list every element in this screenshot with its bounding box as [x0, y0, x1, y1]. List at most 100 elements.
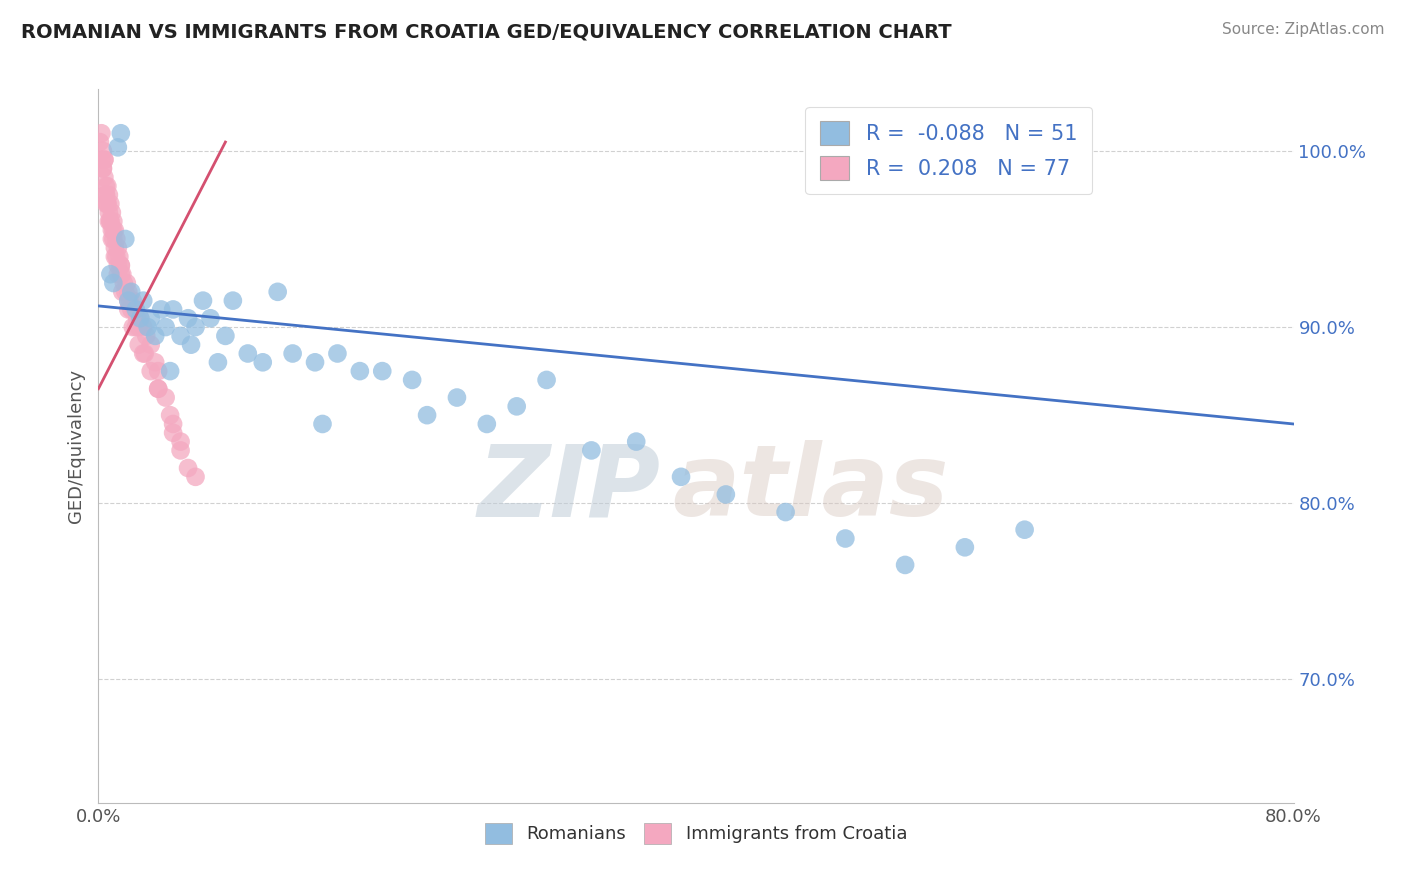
Point — [91, 144, 114, 158]
Point — [91, 161, 114, 176]
Point — [180, 337, 202, 351]
Point — [118, 293, 141, 308]
Point — [475, 417, 498, 431]
Point — [169, 434, 191, 449]
Point — [148, 382, 170, 396]
Point — [252, 355, 274, 369]
Point — [121, 293, 143, 308]
Point — [155, 391, 177, 405]
Point — [148, 364, 170, 378]
Point — [143, 329, 166, 343]
Point — [200, 311, 222, 326]
Point — [117, 285, 139, 299]
Point — [129, 311, 152, 326]
Point — [105, 232, 128, 246]
Point — [114, 232, 136, 246]
Point — [98, 267, 122, 281]
Point — [155, 320, 177, 334]
Point — [115, 276, 138, 290]
Point — [267, 285, 290, 299]
Point — [775, 505, 797, 519]
Point — [281, 346, 304, 360]
Point — [112, 276, 135, 290]
Point — [111, 285, 134, 299]
Point — [107, 267, 129, 281]
Point — [128, 320, 150, 334]
Point — [169, 443, 191, 458]
Point — [101, 223, 124, 237]
Point — [124, 302, 146, 317]
Point — [326, 346, 349, 360]
Point — [416, 408, 439, 422]
Point — [94, 188, 117, 202]
Point — [111, 267, 134, 281]
Point — [98, 196, 122, 211]
Point — [222, 293, 245, 308]
Point — [177, 461, 200, 475]
Point — [134, 346, 156, 360]
Point — [184, 470, 207, 484]
Point — [107, 140, 129, 154]
Point — [177, 311, 200, 326]
Point — [207, 355, 229, 369]
Point — [311, 417, 333, 431]
Point — [93, 153, 115, 167]
Point — [139, 364, 162, 378]
Point — [97, 205, 120, 219]
Point — [93, 153, 115, 167]
Point — [125, 302, 148, 317]
Point — [110, 126, 132, 140]
Point — [132, 320, 155, 334]
Point — [446, 391, 468, 405]
Point — [162, 417, 184, 431]
Point — [121, 320, 143, 334]
Point — [125, 320, 148, 334]
Point — [107, 259, 129, 273]
Point — [162, 302, 184, 317]
Point — [184, 320, 207, 334]
Point — [103, 223, 125, 237]
Point — [150, 302, 173, 317]
Point — [169, 329, 191, 343]
Point — [669, 470, 692, 484]
Point — [349, 364, 371, 378]
Point — [214, 329, 236, 343]
Point — [110, 259, 132, 273]
Point — [105, 250, 128, 264]
Point — [148, 382, 170, 396]
Point — [626, 434, 648, 449]
Point — [117, 293, 139, 308]
Y-axis label: GED/Equivalency: GED/Equivalency — [66, 369, 84, 523]
Point — [98, 214, 122, 228]
Point — [96, 196, 118, 211]
Point — [108, 250, 131, 264]
Point — [93, 170, 115, 185]
Point — [894, 558, 917, 572]
Point — [101, 232, 124, 246]
Point — [104, 223, 127, 237]
Point — [89, 135, 111, 149]
Point — [96, 196, 118, 211]
Point — [94, 179, 117, 194]
Point — [953, 541, 976, 555]
Point — [162, 425, 184, 440]
Text: ZIP: ZIP — [477, 441, 661, 537]
Point — [129, 311, 152, 326]
Point — [127, 311, 149, 326]
Point — [120, 285, 142, 299]
Text: Source: ZipAtlas.com: Source: ZipAtlas.com — [1222, 22, 1385, 37]
Point — [91, 161, 114, 176]
Point — [117, 302, 139, 317]
Point — [104, 241, 127, 255]
Point — [94, 188, 117, 202]
Point — [136, 320, 159, 334]
Point — [834, 532, 856, 546]
Point — [536, 373, 558, 387]
Point — [159, 364, 181, 378]
Point — [128, 337, 150, 351]
Point — [110, 259, 132, 273]
Point — [371, 364, 394, 378]
Point — [135, 329, 157, 343]
Point — [132, 346, 155, 360]
Point — [236, 346, 259, 360]
